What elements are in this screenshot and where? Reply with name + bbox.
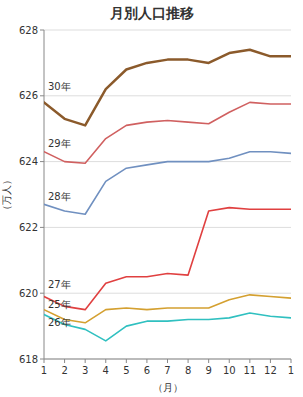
x-tick <box>44 359 45 363</box>
series-line <box>44 208 291 310</box>
x-tick-label: 2 <box>61 365 67 376</box>
x-tick <box>146 359 147 363</box>
x-tick <box>270 359 271 363</box>
y-tick-label: 620 <box>19 288 38 299</box>
y-tick-label: 628 <box>19 25 38 36</box>
x-tick-label: 7 <box>164 365 170 376</box>
series-line <box>44 313 291 341</box>
y-tick <box>40 293 44 294</box>
y-tick-label: 626 <box>19 90 38 101</box>
x-tick-label: 10 <box>223 365 236 376</box>
x-axis-label: （月） <box>153 382 183 393</box>
annotation: 25年 <box>48 299 71 310</box>
x-tick-label: 5 <box>123 365 129 376</box>
series-line <box>44 50 291 126</box>
x-tick <box>85 359 86 363</box>
x-tick <box>188 359 189 363</box>
y-tick <box>40 359 44 360</box>
annotation: 26年 <box>48 317 71 328</box>
y-tick <box>40 227 44 228</box>
series-line <box>44 152 291 215</box>
x-tick <box>126 359 127 363</box>
x-tick-label: 8 <box>185 365 191 376</box>
x-tick-label: 6 <box>144 365 150 376</box>
grid-line <box>44 293 291 294</box>
annotation: 28年 <box>48 191 71 202</box>
annotation: 27年 <box>48 279 71 290</box>
x-tick <box>105 359 106 363</box>
grid-line <box>44 227 291 228</box>
title: 月別人口推移 <box>109 5 194 21</box>
y-tick-label: 622 <box>19 222 38 233</box>
x-tick-label: 9 <box>205 365 211 376</box>
chart: 月別人口推移6186206226246266281234567891011121… <box>0 0 303 397</box>
x-tick <box>249 359 250 363</box>
x-tick-label: 3 <box>82 365 88 376</box>
x-tick <box>229 359 230 363</box>
x-tick-label: 12 <box>264 365 277 376</box>
x-tick <box>208 359 209 363</box>
y-tick <box>40 30 44 31</box>
x-tick <box>64 359 65 363</box>
grid-line <box>44 30 291 31</box>
x-tick-label: 4 <box>103 365 109 376</box>
y-tick-label: 618 <box>19 354 38 365</box>
x-tick-label: 1 <box>288 365 294 376</box>
grid <box>44 30 291 359</box>
x-tick <box>167 359 168 363</box>
x-tick-label: 11 <box>243 365 256 376</box>
y-tick <box>40 95 44 96</box>
lines <box>44 50 291 341</box>
y-axis-label: （万人） <box>1 175 12 215</box>
annotation: 29年 <box>48 138 71 149</box>
y-tick <box>40 161 44 162</box>
grid-line <box>44 95 291 96</box>
x-tick-label: 1 <box>41 365 47 376</box>
annotation: 30年 <box>48 81 71 92</box>
series-line <box>44 102 291 163</box>
x-tick <box>291 359 292 363</box>
y-tick-label: 624 <box>19 156 38 167</box>
